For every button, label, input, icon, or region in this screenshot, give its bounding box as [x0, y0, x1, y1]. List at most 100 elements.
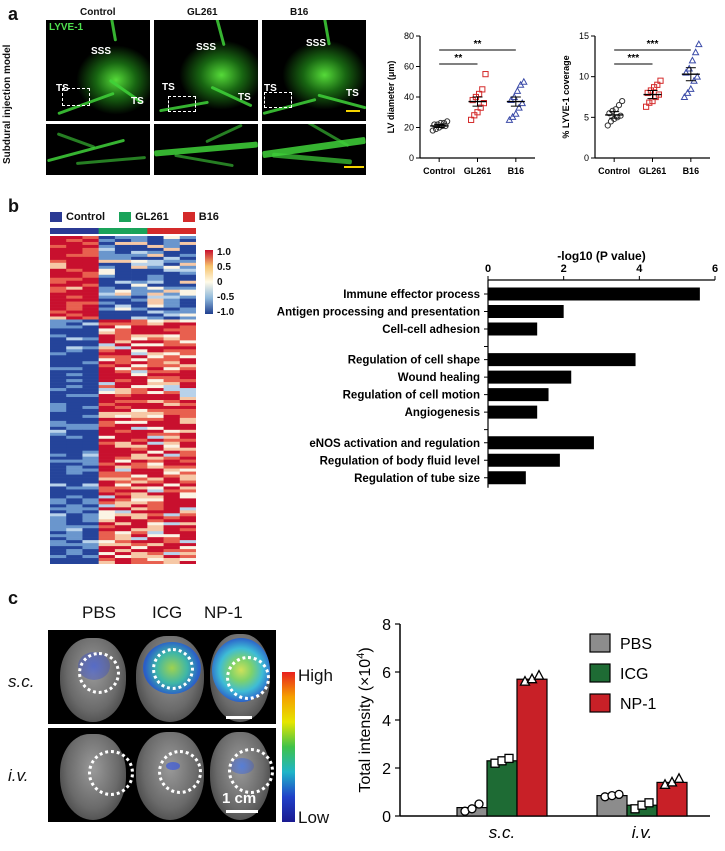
heatmap-cell [66, 558, 83, 562]
heatmap-cell [66, 262, 83, 267]
heatmap-cell [50, 268, 67, 273]
heatmap-cell [163, 343, 181, 347]
heatmap-cell [114, 447, 132, 451]
heatmap-cell [50, 546, 67, 550]
heatmap-cell [82, 558, 99, 562]
heatmap-cell [98, 516, 116, 520]
heatmap-cell [98, 540, 116, 544]
heatmap-cell [179, 328, 196, 332]
heatmap-cell [66, 507, 83, 511]
data-point [513, 86, 522, 94]
data-point [467, 804, 477, 814]
heatmap-cell [163, 438, 181, 443]
heatmap-cell [163, 292, 181, 296]
heatmap-cell [50, 450, 67, 454]
data-point [518, 99, 527, 107]
heatmap-cell [82, 468, 99, 472]
heatmap-cell [163, 340, 181, 344]
heatmap-cell [163, 405, 181, 410]
heatmap-cell [163, 474, 181, 478]
heatmap-cell [114, 486, 132, 490]
heatmap-cell [98, 376, 116, 380]
heatmap-cell [147, 555, 164, 559]
heatmap-cell [179, 558, 196, 562]
heatmap-cell [66, 388, 83, 392]
heatmap-cell [179, 420, 196, 425]
heatmap-cell [66, 432, 83, 437]
heatmap-cell [131, 259, 148, 264]
heatmap-cell [114, 522, 132, 526]
heatmap-cell [131, 462, 148, 466]
heatmap-cell [147, 355, 164, 359]
heatmap-cell [179, 525, 196, 529]
heatmap-cell [131, 307, 148, 311]
heatmap-cell [147, 349, 164, 353]
heatmap-cell [82, 522, 99, 526]
heatmap-cell [82, 271, 99, 276]
heatmap-cell [82, 411, 99, 416]
heatmap-cell [50, 498, 67, 502]
heatmap-cell [98, 543, 116, 547]
heatmap-cell [163, 259, 181, 264]
heatmap-cell [82, 391, 99, 395]
heatmap-cell [66, 480, 83, 484]
heatmap-cell [147, 477, 164, 481]
heatmap-cell [82, 313, 99, 317]
heatmap-cell [82, 459, 99, 463]
heatmap-cell [147, 558, 164, 562]
heatmap-cell [114, 313, 132, 317]
data-point [474, 109, 481, 116]
heatmap-cell [163, 277, 181, 282]
heatmap-cell [82, 435, 99, 440]
heatmap-cell [163, 558, 181, 562]
heatmap-cell [163, 402, 181, 407]
heatmap-cell [50, 444, 67, 449]
heatmap-cell [179, 447, 196, 451]
heatmap-cell [179, 546, 196, 550]
heatmap-cell [82, 301, 99, 305]
heatmap-cell [163, 307, 181, 311]
heatmap-cell [131, 379, 148, 383]
heatmap-cell [98, 361, 116, 365]
heatmap-cell [98, 331, 116, 335]
heatmap-cell [114, 471, 132, 475]
heatmap-cell [82, 262, 99, 267]
heatmap-cell [98, 310, 116, 314]
heatmap-cell [163, 444, 181, 449]
heatmap-cell [50, 465, 67, 469]
colorbar-tick: -0.5 [217, 292, 235, 303]
heatmap-cell [50, 331, 67, 335]
heatmap-cell [66, 414, 83, 419]
heatmap-cell [66, 364, 83, 368]
heatmap-cell [50, 373, 67, 377]
heatmap-cell [50, 370, 67, 374]
heatmap-cell [98, 522, 116, 526]
heatmap-cell [50, 346, 67, 350]
heatmap-cell [114, 552, 132, 556]
region-circle [152, 648, 194, 690]
heatmap-cell [131, 352, 148, 356]
heatmap-cell [179, 295, 196, 299]
heatmap-cell [114, 280, 132, 285]
bar-label: Regulation of cell motion [343, 390, 480, 402]
data-point [429, 127, 436, 134]
heatmap-cell [66, 400, 83, 404]
heatmap-cell [66, 561, 83, 564]
heatmap-cell [147, 483, 164, 487]
heatmap-cell [98, 537, 116, 541]
heatmap-cell [82, 355, 99, 359]
heatmap-cell [98, 462, 116, 466]
heatmap-cell [131, 262, 148, 267]
heatmap-cell [163, 408, 181, 413]
heatmap-cell [131, 334, 148, 338]
heatmap-cell [114, 295, 132, 299]
heatmap-cell [50, 537, 67, 541]
heatmap-cell [66, 501, 83, 505]
heatmap-cell [50, 438, 67, 443]
heatmap-cell [66, 420, 83, 425]
heatmap-cell [179, 352, 196, 356]
heatmap-cell [114, 373, 132, 377]
data-point [609, 107, 616, 114]
heatmap-cell [98, 435, 116, 440]
heatmap-cell [98, 298, 116, 302]
